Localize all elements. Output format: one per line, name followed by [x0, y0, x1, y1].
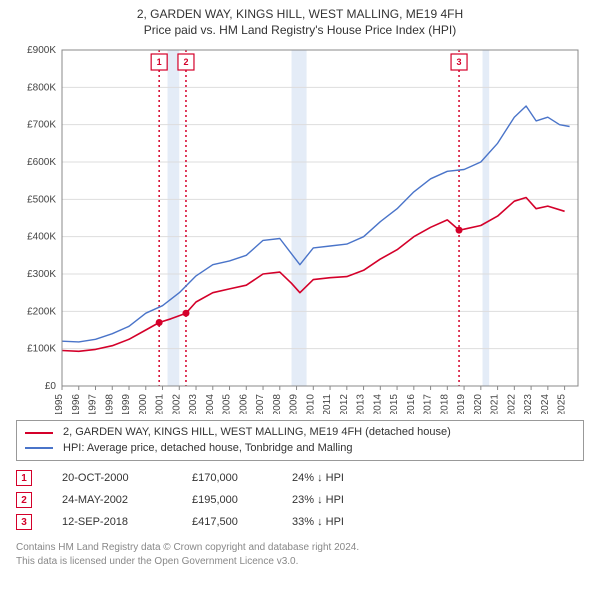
x-axis-label: 2017	[423, 394, 434, 414]
marker-table-badge: 2	[16, 492, 32, 508]
legend-row: HPI: Average price, detached house, Tonb…	[25, 441, 575, 456]
x-axis-label: 1995	[54, 394, 65, 414]
marker-table-date: 20-OCT-2000	[62, 472, 162, 484]
x-axis-label: 2005	[222, 394, 233, 414]
x-axis-label: 2024	[540, 394, 551, 414]
y-axis-label: £800K	[27, 83, 56, 94]
marker-table-hpi: 24% ↓ HPI	[292, 472, 344, 484]
footer-attribution: Contains HM Land Registry data © Crown c…	[16, 541, 584, 568]
marker-table-price: £170,000	[192, 472, 262, 484]
x-axis-label: 2011	[322, 394, 333, 414]
y-axis-label: £100K	[27, 344, 56, 355]
legend-label: 2, GARDEN WAY, KINGS HILL, WEST MALLING,…	[63, 425, 451, 440]
marker-table-hpi: 33% ↓ HPI	[292, 516, 344, 528]
x-axis-label: 2003	[188, 394, 199, 414]
marker-table-row: 1 20-OCT-2000 £170,000 24% ↓ HPI	[16, 467, 584, 489]
y-axis-label: £500K	[27, 195, 56, 206]
x-axis-label: 2014	[372, 394, 383, 414]
y-axis-label: £400K	[27, 232, 56, 243]
x-axis-label: 2019	[456, 394, 467, 414]
x-axis-label: 2002	[171, 394, 182, 414]
x-axis-label: 1999	[121, 394, 132, 414]
chart-container: £0 £100K £200K £300K £400K £500K £600K £700K £80…	[10, 44, 590, 414]
x-axis-label: 2009	[289, 394, 300, 414]
y-axis-label: £0	[45, 381, 57, 392]
price-chart: £0 £100K £200K £300K £400K £500K £600K £700K £80…	[10, 44, 590, 414]
x-axis-label: 1996	[71, 394, 82, 414]
x-axis-label: 1998	[104, 394, 115, 414]
recession-band	[168, 50, 180, 386]
marker-table-badge: 3	[16, 514, 32, 530]
x-axis-label: 2021	[490, 394, 501, 414]
legend-row: 2, GARDEN WAY, KINGS HILL, WEST MALLING,…	[25, 425, 575, 440]
x-axis-label: 2010	[305, 394, 316, 414]
legend-swatch	[25, 447, 53, 449]
footer-line-1: Contains HM Land Registry data © Crown c…	[16, 541, 584, 555]
recession-band	[483, 50, 490, 386]
y-axis-label: £200K	[27, 307, 56, 318]
recession-band	[292, 50, 307, 386]
marker-badge-number: 2	[183, 57, 188, 67]
marker-table-row: 2 24-MAY-2002 £195,000 23% ↓ HPI	[16, 489, 584, 511]
x-axis-label: 2008	[272, 394, 283, 414]
marker-badge-number: 1	[157, 57, 162, 67]
x-axis-label: 2013	[356, 394, 367, 414]
series-hpi	[62, 106, 570, 342]
y-axis-label: £900K	[27, 45, 56, 56]
chart-title-subtitle: Price paid vs. HM Land Registry's House …	[8, 22, 592, 38]
y-axis-label: £600K	[27, 157, 56, 168]
y-axis-label: £300K	[27, 269, 56, 280]
x-axis-label: 2016	[406, 394, 417, 414]
marker-table-date: 12-SEP-2018	[62, 516, 162, 528]
x-axis-label: 2012	[339, 394, 350, 414]
y-axis-label: £700K	[27, 120, 56, 131]
marker-table-date: 24-MAY-2002	[62, 494, 162, 506]
marker-badge-number: 3	[457, 57, 462, 67]
x-axis-label: 2015	[389, 394, 400, 414]
chart-title-block: 2, GARDEN WAY, KINGS HILL, WEST MALLING,…	[0, 0, 600, 42]
chart-legend: 2, GARDEN WAY, KINGS HILL, WEST MALLING,…	[16, 420, 584, 461]
x-axis-label: 2000	[138, 394, 149, 414]
footer-line-2: This data is licensed under the Open Gov…	[16, 555, 584, 569]
x-axis-label: 2001	[155, 394, 166, 414]
x-axis-label: 2023	[523, 394, 534, 414]
chart-title-address: 2, GARDEN WAY, KINGS HILL, WEST MALLING,…	[8, 6, 592, 22]
marker-point	[456, 227, 463, 234]
marker-table-row: 3 12-SEP-2018 £417,500 33% ↓ HPI	[16, 511, 584, 533]
plot-border	[62, 50, 578, 386]
x-axis-label: 2025	[557, 394, 568, 414]
marker-point	[182, 310, 189, 317]
x-axis-label: 2022	[506, 394, 517, 414]
marker-table: 1 20-OCT-2000 £170,000 24% ↓ HPI 2 24-MAY-200…	[16, 467, 584, 533]
marker-table-hpi: 23% ↓ HPI	[292, 494, 344, 506]
x-axis-label: 2006	[238, 394, 249, 414]
x-axis-label: 1997	[88, 394, 99, 414]
legend-swatch	[25, 432, 53, 434]
x-axis-label: 2018	[439, 394, 450, 414]
legend-label: HPI: Average price, detached house, Tonb…	[63, 441, 352, 456]
x-axis-label: 2004	[205, 394, 216, 414]
x-axis-label: 2020	[473, 394, 484, 414]
marker-table-badge: 1	[16, 470, 32, 486]
marker-table-price: £195,000	[192, 494, 262, 506]
marker-table-price: £417,500	[192, 516, 262, 528]
x-axis-label: 2007	[255, 394, 266, 414]
marker-point	[156, 319, 163, 326]
